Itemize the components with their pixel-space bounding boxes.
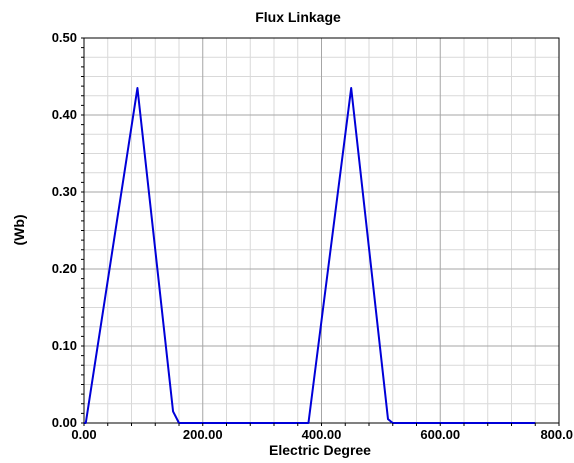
tick-marks: [81, 37, 560, 426]
x-tick-label: 200.00: [183, 427, 223, 442]
y-tick-label: 0.30: [52, 184, 77, 199]
major-gridlines: [84, 38, 559, 423]
series-line: [84, 87, 536, 424]
y-tick-label: 0.20: [52, 261, 77, 276]
y-tick-labels: 0.00 0.10 0.20 0.30 0.40 0.50: [52, 30, 77, 430]
x-tick-labels: 0.00 200.00 400.00 600.00 800.0: [71, 427, 573, 442]
y-tick-label: 0.50: [52, 30, 77, 45]
y-axis-label: (Wb): [11, 214, 27, 245]
x-tick-label: 400.00: [302, 427, 342, 442]
chart-title: Flux Linkage: [255, 9, 341, 25]
x-tick-label: 600.00: [420, 427, 460, 442]
x-tick-label: 800.0: [540, 427, 573, 442]
x-axis-label: Electric Degree: [269, 442, 371, 458]
y-tick-label: 0.40: [52, 107, 77, 122]
x-tick-label: 0.00: [71, 427, 96, 442]
y-tick-label: 0.00: [52, 415, 77, 430]
series-layer: [84, 87, 536, 424]
y-tick-label: 0.10: [52, 338, 77, 353]
